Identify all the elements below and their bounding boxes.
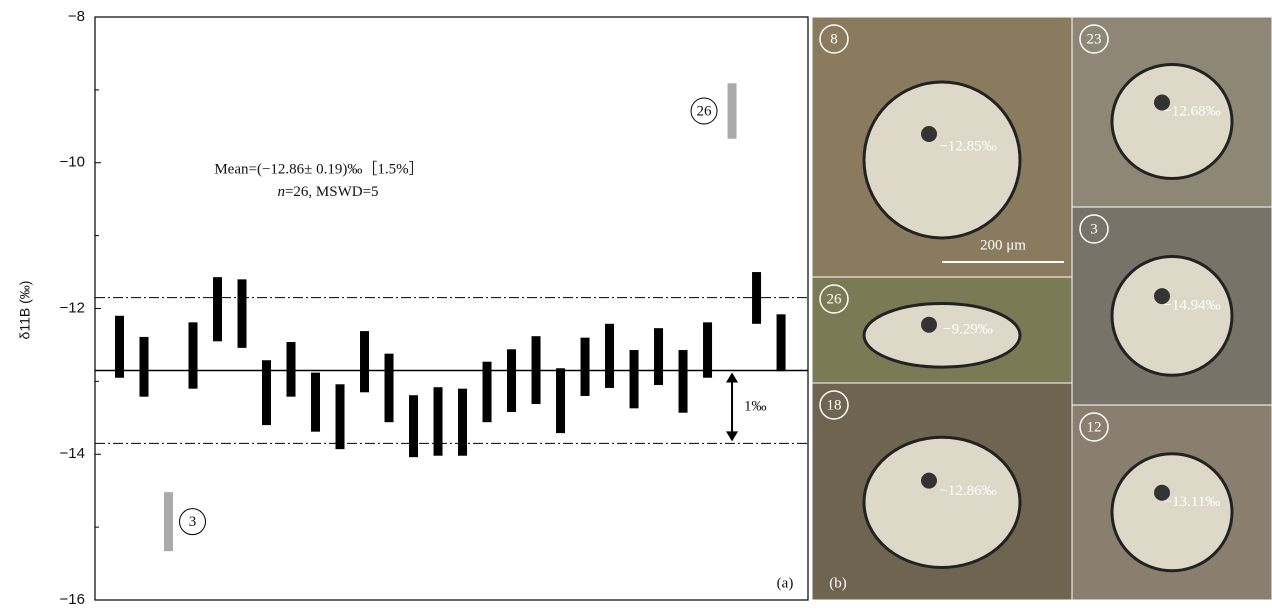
photo-label: 18: [827, 397, 842, 413]
error-bar: [654, 328, 663, 385]
photo-panel: 8 −12.85‰ 26 −9.29‰ 18 −12.86‰ 23 −12.68‰ 3 −14.9…: [812, 17, 1272, 600]
photo-value: −12.68‰: [1163, 103, 1220, 119]
photo-value: −14.94‰: [1163, 297, 1220, 313]
photo-value: −9.29‰: [943, 321, 993, 337]
error-bar: [238, 279, 247, 348]
error-bar: [434, 387, 443, 456]
error-bar: [605, 324, 614, 388]
error-bar: [336, 384, 345, 449]
panel-label: (a): [777, 575, 794, 591]
inclusion: [921, 473, 937, 489]
error-bar: [213, 277, 222, 341]
y-tick-label: −8: [68, 8, 85, 25]
error-bar: [728, 83, 737, 138]
error-bar: [483, 362, 492, 422]
outlier-label: 26: [697, 103, 713, 119]
error-bar: [287, 342, 296, 397]
y-tick-label: −10: [60, 154, 85, 171]
error-bar: [140, 337, 149, 397]
y-tick-label: −14: [60, 445, 85, 462]
error-bar: [385, 354, 394, 423]
photo-value: −13.11‰: [1164, 494, 1221, 510]
error-bar: [189, 322, 198, 388]
grain: [1112, 257, 1232, 376]
inclusion: [921, 317, 937, 333]
grain: [1112, 65, 1232, 179]
error-bar: [777, 314, 786, 371]
photo-panel-label: (b): [829, 575, 847, 591]
grain: [864, 437, 1020, 567]
n-text: n=26, MSWD=5: [277, 184, 378, 200]
n-label: n: [277, 184, 285, 200]
error-bar: [581, 338, 590, 396]
photo-label: 23: [1087, 31, 1102, 47]
error-bar: [164, 492, 173, 551]
error-bar: [311, 373, 320, 432]
error-bar: [409, 395, 418, 457]
photo-label: 12: [1087, 419, 1102, 435]
error-bar: [360, 331, 369, 392]
grain: [864, 82, 1020, 238]
error-bar: [679, 350, 688, 413]
y-tick-label: −12: [60, 299, 85, 316]
y-axis-label: δ11B (‰): [17, 281, 33, 340]
error-bar: [262, 360, 271, 425]
error-bar: [115, 316, 124, 378]
error-bar: [630, 350, 639, 408]
band-annotation: 1‰: [744, 398, 767, 414]
inclusion: [921, 126, 937, 142]
grain: [864, 304, 1020, 368]
error-bar: [532, 336, 541, 404]
photo-label: 26: [827, 291, 843, 307]
error-bar: [752, 272, 761, 324]
grain: [1112, 454, 1232, 571]
error-bar: [458, 389, 467, 456]
error-bar: [556, 368, 565, 433]
figure: δ11B (‰) Mean=(−12.86± 0.19)‰［1.5%］ n=26…: [0, 0, 1272, 610]
error-bar: [507, 349, 516, 412]
photo-value: −12.85‰: [939, 138, 996, 154]
photo-value: −12.86‰: [939, 483, 996, 499]
y-tick-label: −16: [60, 591, 85, 608]
scale-bar-label: 200 μm: [980, 237, 1026, 253]
photo-label: 8: [830, 31, 838, 47]
n-value: =26, MSWD=5: [285, 184, 379, 200]
mean-text: Mean=(−12.86± 0.19)‰［1.5%］: [214, 160, 423, 177]
outlier-label: 3: [189, 514, 197, 530]
photo-label: 3: [1090, 221, 1098, 237]
error-bar: [703, 322, 712, 377]
